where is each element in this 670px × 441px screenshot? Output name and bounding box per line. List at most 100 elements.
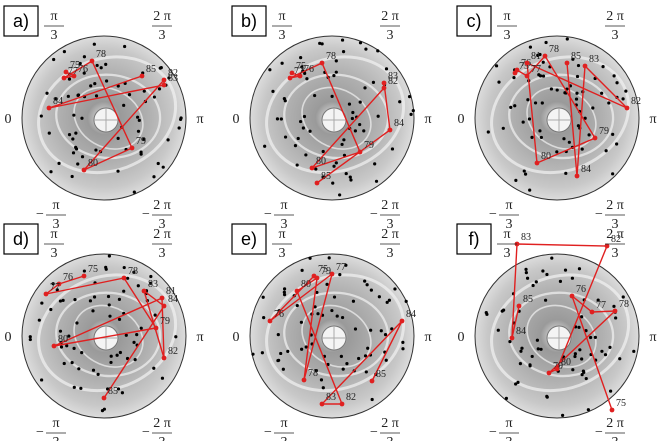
dot bbox=[580, 147, 584, 151]
dot bbox=[383, 333, 388, 337]
dot bbox=[159, 66, 163, 70]
dot bbox=[342, 153, 347, 157]
node-label: 83 bbox=[148, 279, 158, 290]
dot bbox=[401, 340, 405, 344]
dot bbox=[583, 116, 587, 120]
node bbox=[287, 75, 293, 81]
dot bbox=[77, 367, 81, 371]
dot bbox=[558, 279, 563, 283]
dot bbox=[497, 80, 501, 84]
dot bbox=[94, 148, 98, 152]
dot bbox=[92, 42, 96, 46]
dot bbox=[587, 133, 591, 137]
node-label: 76 bbox=[304, 64, 314, 75]
dot bbox=[512, 75, 516, 80]
dot bbox=[543, 298, 548, 302]
panel-label: e) bbox=[241, 229, 257, 249]
dot bbox=[518, 362, 522, 366]
dot bbox=[104, 79, 109, 83]
node bbox=[546, 370, 552, 376]
dot bbox=[319, 378, 324, 382]
dot bbox=[540, 101, 544, 105]
node-label: 80 bbox=[301, 279, 311, 290]
swirl bbox=[508, 291, 615, 378]
dot bbox=[369, 328, 373, 332]
dot bbox=[516, 380, 520, 384]
dot bbox=[513, 104, 517, 108]
dot bbox=[282, 290, 286, 294]
dot bbox=[564, 171, 568, 175]
dot bbox=[49, 307, 53, 312]
node bbox=[534, 160, 540, 166]
node bbox=[612, 308, 618, 314]
axis-den: 3 bbox=[504, 246, 511, 261]
dot bbox=[262, 316, 266, 320]
dot bbox=[78, 61, 82, 66]
node-label: 84 bbox=[406, 309, 416, 320]
node bbox=[267, 318, 273, 324]
dot bbox=[373, 162, 377, 166]
dot bbox=[549, 87, 554, 91]
node bbox=[319, 401, 325, 407]
axis-num: 2 π bbox=[153, 198, 171, 213]
dot bbox=[299, 320, 303, 324]
node-label: 77 bbox=[336, 262, 346, 273]
node-label: 78 bbox=[128, 266, 138, 277]
dot bbox=[279, 351, 283, 356]
dot bbox=[300, 65, 304, 69]
dot bbox=[332, 295, 337, 299]
axis-sign: − bbox=[489, 425, 497, 440]
axis-label: π bbox=[649, 112, 656, 127]
dot bbox=[535, 338, 539, 342]
dot bbox=[575, 74, 580, 79]
node bbox=[43, 291, 49, 297]
dot bbox=[260, 351, 264, 355]
dot bbox=[330, 94, 334, 98]
dot bbox=[573, 352, 577, 356]
dot bbox=[325, 282, 329, 286]
node-label: 82 bbox=[611, 234, 621, 245]
node-label: 79 bbox=[136, 136, 146, 147]
dot bbox=[344, 263, 348, 267]
path bbox=[269, 272, 403, 405]
dot bbox=[107, 303, 111, 307]
axis-den: 3 bbox=[53, 217, 60, 232]
node bbox=[574, 173, 580, 179]
dot bbox=[149, 274, 153, 279]
dot bbox=[550, 256, 554, 260]
node bbox=[129, 145, 135, 151]
dot bbox=[376, 49, 380, 53]
node-label: 85 bbox=[108, 386, 118, 397]
dot bbox=[369, 288, 373, 292]
node-label: 75 bbox=[616, 398, 626, 409]
node bbox=[569, 293, 575, 299]
axis-num: π bbox=[503, 9, 510, 24]
node bbox=[369, 378, 375, 384]
axis-sign: − bbox=[595, 425, 603, 440]
axis-den: 3 bbox=[159, 28, 166, 43]
dot bbox=[61, 298, 65, 303]
dot bbox=[136, 284, 140, 288]
dot bbox=[485, 312, 489, 316]
axis-den: 3 bbox=[612, 435, 619, 441]
dot bbox=[136, 115, 140, 119]
node-label: 85 bbox=[321, 171, 331, 182]
panel-label: f) bbox=[469, 229, 480, 249]
node-label: 79 bbox=[321, 266, 331, 277]
dot bbox=[349, 178, 353, 182]
dot bbox=[573, 354, 577, 359]
axis-num: π bbox=[278, 9, 285, 24]
axis-num: π bbox=[505, 416, 512, 431]
dot bbox=[55, 288, 59, 292]
dot bbox=[374, 179, 379, 183]
node bbox=[609, 407, 615, 413]
node bbox=[161, 355, 167, 361]
dot bbox=[523, 172, 528, 176]
dot bbox=[615, 142, 619, 146]
node bbox=[81, 273, 87, 279]
dot bbox=[525, 276, 530, 280]
dot bbox=[536, 53, 540, 58]
axis-den: 3 bbox=[159, 246, 166, 261]
node-label: 75 bbox=[318, 264, 328, 275]
dot bbox=[621, 295, 625, 299]
